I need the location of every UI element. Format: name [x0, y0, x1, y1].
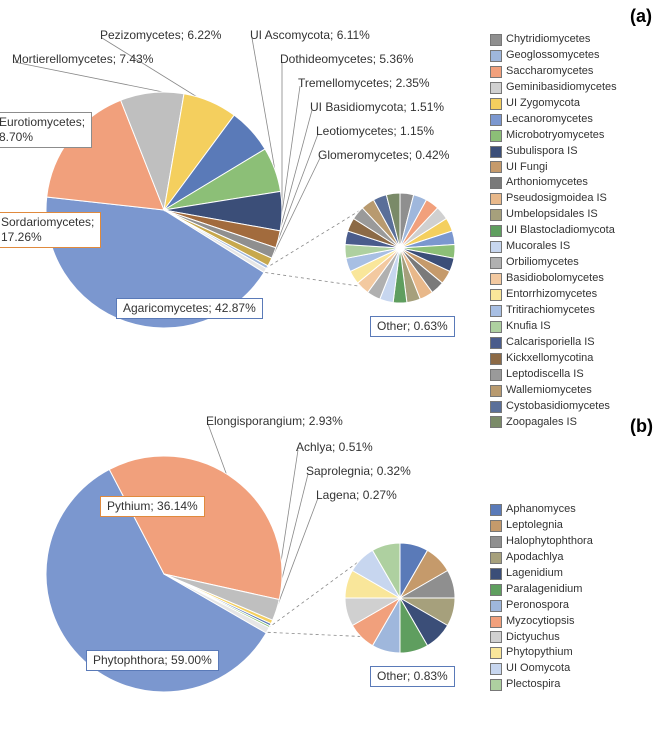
other-box-b: Other; 0.83% — [370, 666, 455, 687]
figure-root: (a)(b)Mortierellomycetes; 7.43%Pezizomyc… — [0, 0, 669, 755]
legend-swatch — [490, 616, 502, 628]
legend-item: UI Oomycota — [490, 661, 593, 677]
legend-label: Apodachlya — [506, 550, 564, 566]
legend-swatch — [490, 568, 502, 580]
legend-item: Halophytophthora — [490, 534, 593, 550]
legend-label: Aphanomyces — [506, 502, 576, 518]
legend-item: Lagenidium — [490, 566, 593, 582]
legend-label: Halophytophthora — [506, 534, 593, 550]
legend-label: Myzocytiopsis — [506, 614, 574, 630]
legend-label: Leptolegnia — [506, 518, 563, 534]
legend-swatch — [490, 520, 502, 532]
legend-swatch — [490, 679, 502, 691]
legend-label: UI Oomycota — [506, 661, 570, 677]
legend-label: Plectospira — [506, 677, 560, 693]
legend-item: Plectospira — [490, 677, 593, 693]
legend-item: Peronospora — [490, 598, 593, 614]
legend-swatch — [490, 647, 502, 659]
legend-item: Leptolegnia — [490, 518, 593, 534]
legend-label: Phytopythium — [506, 645, 573, 661]
legend-swatch — [490, 600, 502, 612]
legend-swatch — [490, 504, 502, 516]
legend-item: Phytopythium — [490, 645, 593, 661]
legend-swatch — [490, 536, 502, 548]
legend-label: Lagenidium — [506, 566, 563, 582]
legend-swatch — [490, 663, 502, 675]
legend-item: Paralagenidium — [490, 582, 593, 598]
legend-item: Dictyuchus — [490, 630, 593, 646]
legend-label: Dictyuchus — [506, 630, 560, 646]
legend-item: Aphanomyces — [490, 502, 593, 518]
legend-item: Apodachlya — [490, 550, 593, 566]
legend-label: Peronospora — [506, 598, 569, 614]
legend-item: Myzocytiopsis — [490, 614, 593, 630]
legend-label: Paralagenidium — [506, 582, 582, 598]
legend-swatch — [490, 552, 502, 564]
legend-b: AphanomycesLeptolegniaHalophytophthoraAp… — [490, 502, 593, 693]
legend-swatch — [490, 631, 502, 643]
legend-swatch — [490, 584, 502, 596]
